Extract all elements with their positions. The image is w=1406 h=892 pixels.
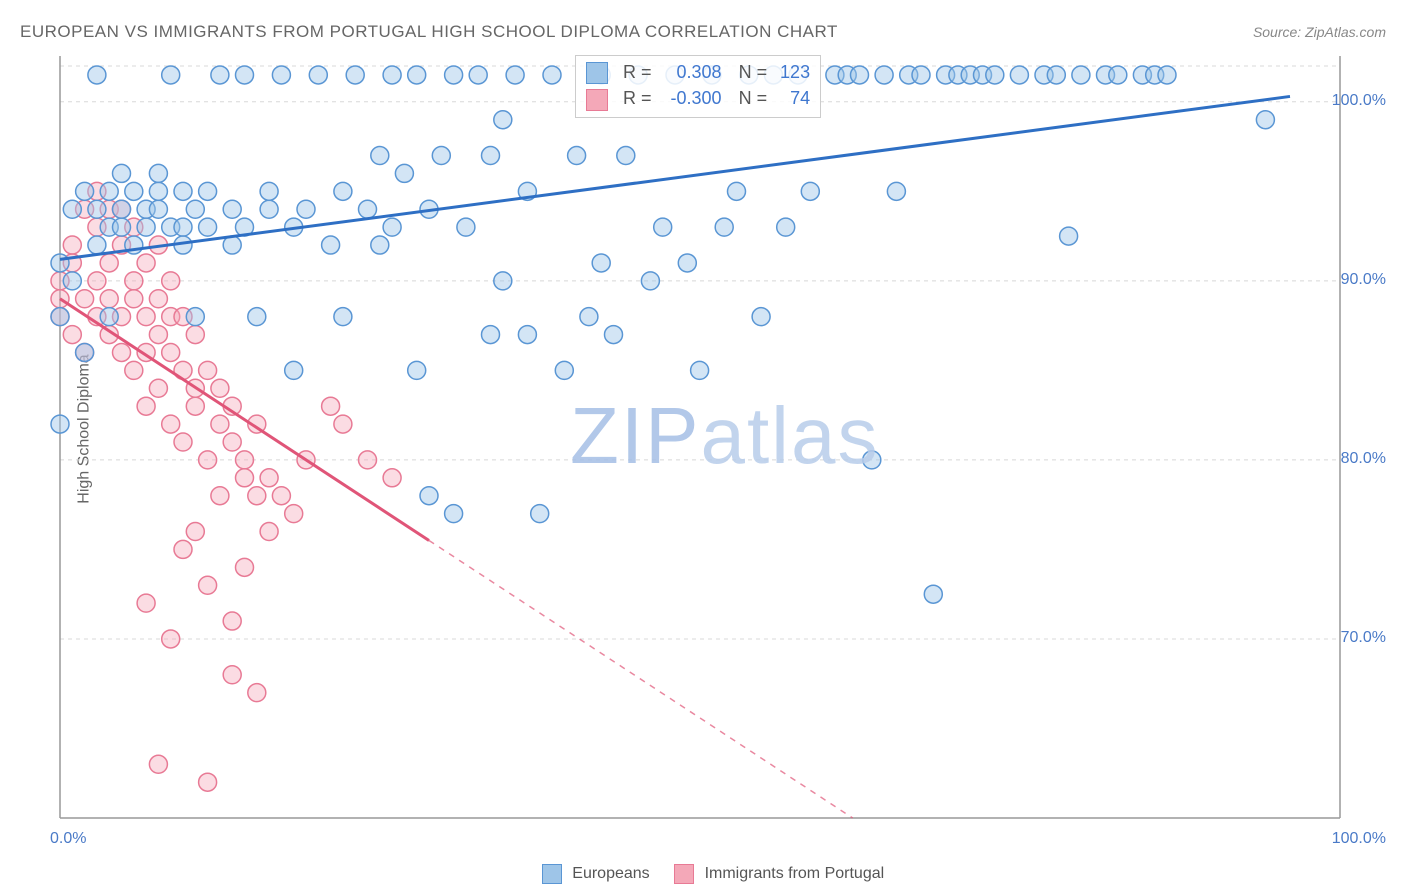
x-tick-label: 100.0% xyxy=(1332,830,1386,848)
stats-row-portugal: R = -0.300 N = 74 xyxy=(576,86,820,112)
source-label: Source: ZipAtlas.com xyxy=(1253,24,1386,40)
y-tick-label: 100.0% xyxy=(1332,92,1386,110)
y-tick-label: 90.0% xyxy=(1341,271,1386,289)
legend-swatch-europeans xyxy=(542,864,562,884)
swatch-europeans xyxy=(586,62,608,84)
x-tick-label: 0.0% xyxy=(50,830,86,848)
scatter-chart xyxy=(50,48,1350,838)
swatch-portugal xyxy=(586,89,608,111)
y-tick-label: 80.0% xyxy=(1341,450,1386,468)
y-tick-label: 70.0% xyxy=(1341,629,1386,647)
legend-label-europeans: Europeans xyxy=(572,865,649,882)
chart-title: EUROPEAN VS IMMIGRANTS FROM PORTUGAL HIG… xyxy=(20,22,838,42)
correlation-stats-box: R = 0.308 N = 123 R = -0.300 N = 74 xyxy=(575,55,821,118)
legend: Europeans Immigrants from Portugal xyxy=(0,864,1406,884)
legend-label-portugal: Immigrants from Portugal xyxy=(705,865,885,882)
legend-swatch-portugal xyxy=(674,864,694,884)
stats-row-europeans: R = 0.308 N = 123 xyxy=(576,60,820,86)
